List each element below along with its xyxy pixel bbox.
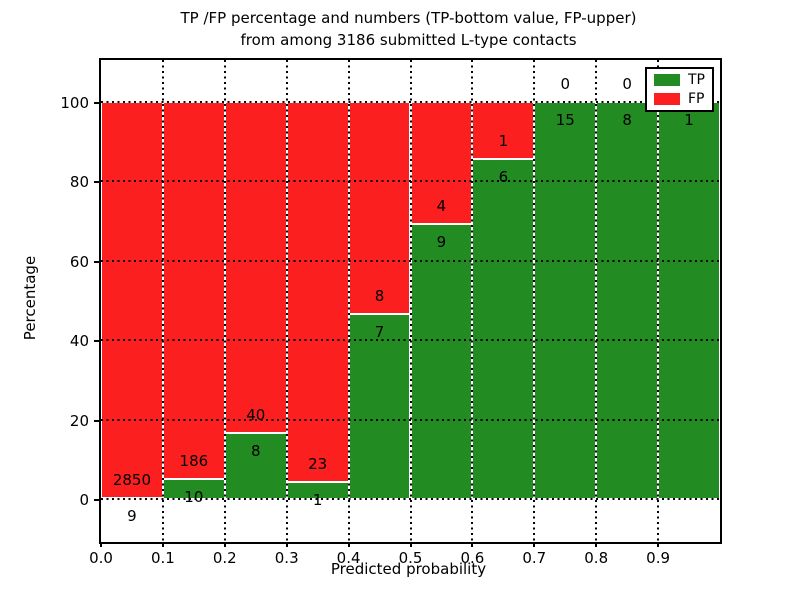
fp-count-label: 40 [246, 405, 266, 424]
v-gridline [471, 60, 474, 542]
tp-bar-segment [658, 102, 720, 499]
v-gridline [347, 60, 350, 542]
v-gridline [533, 60, 536, 542]
v-gridline [595, 60, 598, 542]
y-tick [94, 102, 99, 104]
legend-item-fp: FP [654, 92, 705, 106]
x-tick [161, 542, 164, 547]
y-tick [94, 260, 99, 263]
x-tick-label: 0.8 [584, 549, 609, 567]
tp-bar-segment [410, 224, 473, 499]
x-tick [285, 542, 288, 547]
v-gridline [657, 60, 660, 542]
fp-legend-label: FP [688, 91, 705, 107]
x-tick [223, 542, 226, 547]
v-gridline [285, 60, 288, 542]
fp-bar-segment [162, 102, 225, 479]
plot-area: 28509186104082318749160150801 [99, 58, 722, 544]
tp-count-label: 10 [184, 487, 204, 506]
tp-count-label: 15 [555, 111, 575, 129]
tp-legend-label: TP [688, 72, 705, 88]
x-tick [595, 542, 598, 547]
tp-count-label: 9 [127, 506, 137, 525]
fp-bar-segment [286, 102, 349, 483]
fp-count-label: 186 [179, 451, 209, 470]
x-tick [471, 542, 474, 547]
fp-bar-segment [410, 102, 473, 225]
fp-count-label: 1 [498, 131, 509, 150]
fp-count-label: 4 [436, 197, 447, 216]
chart-title-line1: TP /FP percentage and numbers (TP-bottom… [180, 9, 637, 27]
y-tick-label: 20 [69, 411, 89, 430]
fp-count-label: 8 [374, 286, 385, 305]
chart-title: TP /FP percentage and numbers (TP-bottom… [99, 7, 718, 51]
x-tick [347, 542, 350, 547]
x-tick-label: 0.5 [398, 549, 423, 567]
fp-count-label: 0 [560, 75, 571, 93]
y-tick [94, 419, 99, 422]
v-gridline [161, 60, 164, 542]
chart-title-line2: from among 3186 submitted L-type contact… [240, 31, 577, 49]
tp-count-label: 6 [498, 167, 509, 186]
x-tick-label: 0.3 [274, 549, 299, 567]
fp-count-label: 23 [308, 455, 328, 474]
x-tick [533, 542, 536, 547]
tp-count-label: 7 [374, 322, 385, 341]
x-axis-label: Predicted probability [330, 560, 487, 578]
y-tick-label: 40 [69, 332, 89, 351]
x-tick [657, 542, 660, 547]
v-gridline [409, 60, 412, 542]
x-tick-label: 0.9 [646, 549, 671, 567]
y-tick-label: 0 [79, 491, 89, 509]
tp-bar-segment [596, 102, 659, 499]
x-tick-label: 0.2 [212, 549, 237, 567]
y-tick-label: 100 [60, 94, 89, 112]
x-tick-label: 0.1 [150, 549, 175, 567]
y-tick [94, 499, 99, 501]
fp-count-label: 2850 [112, 470, 152, 489]
y-tick [94, 181, 99, 184]
tp-bar-segment [348, 313, 411, 499]
x-tick-label: 0.7 [522, 549, 547, 567]
fp-bar-segment [348, 102, 411, 314]
tp-count-label: 9 [436, 233, 447, 252]
tp-count-label: 8 [250, 441, 261, 460]
x-tick [100, 542, 102, 547]
y-tick [94, 340, 99, 343]
legend-item-tp: TP [654, 73, 705, 87]
fp-bar-segment [224, 102, 287, 433]
x-tick-label: 0.6 [460, 549, 485, 567]
x-tick-label: 0.0 [89, 549, 113, 567]
y-tick-label: 60 [69, 252, 89, 271]
tp-count-label: 8 [622, 111, 632, 129]
y-tick-label: 80 [69, 173, 89, 192]
v-gridline [223, 60, 226, 542]
tp-bar-segment [472, 158, 535, 499]
tp-count-label: 1 [312, 491, 323, 510]
legend: TP FP [645, 67, 714, 112]
tp-count-label: 1 [684, 111, 694, 129]
fp-bar-segment [101, 102, 163, 498]
x-tick [409, 542, 412, 547]
fp-count-label: 0 [622, 75, 632, 93]
x-tick-label: 0.4 [336, 549, 361, 567]
tp-legend-swatch [654, 74, 680, 86]
fp-bar-segment [472, 102, 535, 159]
fp-legend-swatch [654, 93, 680, 105]
tp-bar-segment [534, 102, 597, 499]
